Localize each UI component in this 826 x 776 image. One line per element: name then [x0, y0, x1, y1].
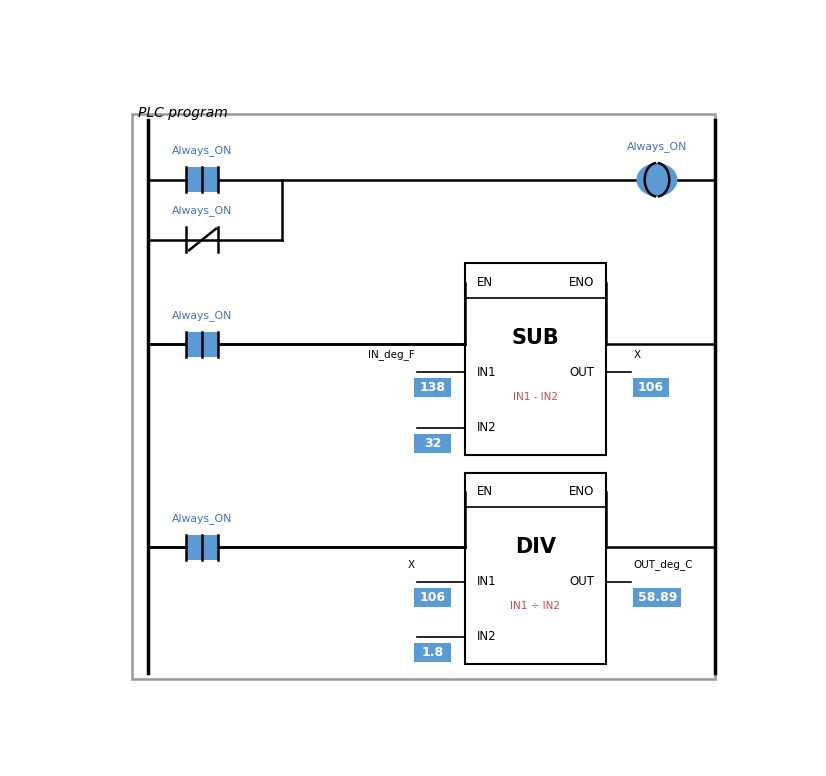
- FancyBboxPatch shape: [187, 331, 218, 357]
- Text: 106: 106: [638, 382, 664, 394]
- Text: 32: 32: [425, 437, 442, 450]
- Text: 58.89: 58.89: [638, 591, 677, 604]
- Text: OUT: OUT: [569, 575, 594, 588]
- Text: OUT: OUT: [569, 366, 594, 379]
- Text: IN1: IN1: [477, 366, 496, 379]
- Text: ENO: ENO: [569, 485, 594, 498]
- Text: 1.8: 1.8: [422, 646, 444, 659]
- Text: Always_ON: Always_ON: [627, 141, 687, 152]
- Text: IN1: IN1: [477, 575, 496, 588]
- FancyBboxPatch shape: [132, 114, 714, 679]
- Text: SUB: SUB: [511, 328, 559, 348]
- Text: IN2: IN2: [477, 630, 496, 643]
- Text: OUT_deg_C: OUT_deg_C: [634, 559, 693, 570]
- Text: IN1 - IN2: IN1 - IN2: [513, 392, 558, 402]
- FancyBboxPatch shape: [187, 167, 218, 192]
- FancyBboxPatch shape: [465, 473, 605, 663]
- Text: 138: 138: [420, 382, 446, 394]
- FancyBboxPatch shape: [187, 535, 218, 559]
- Text: EN: EN: [477, 485, 492, 498]
- Text: 106: 106: [420, 591, 446, 604]
- Text: IN_deg_F: IN_deg_F: [368, 349, 415, 360]
- Text: Always_ON: Always_ON: [173, 206, 233, 217]
- FancyBboxPatch shape: [634, 379, 668, 397]
- FancyBboxPatch shape: [415, 434, 452, 453]
- Text: ENO: ENO: [569, 276, 594, 289]
- Text: DIV: DIV: [515, 537, 556, 557]
- Text: X: X: [634, 351, 640, 360]
- FancyBboxPatch shape: [415, 379, 452, 397]
- Text: EN: EN: [477, 276, 492, 289]
- FancyBboxPatch shape: [634, 587, 681, 607]
- Text: IN1 ÷ IN2: IN1 ÷ IN2: [510, 601, 560, 611]
- Text: Always_ON: Always_ON: [173, 310, 233, 320]
- Text: Always_ON: Always_ON: [173, 513, 233, 524]
- FancyBboxPatch shape: [415, 587, 452, 607]
- FancyBboxPatch shape: [465, 263, 605, 455]
- Text: Always_ON: Always_ON: [173, 146, 233, 157]
- Text: X: X: [408, 559, 415, 570]
- Ellipse shape: [637, 163, 677, 196]
- FancyBboxPatch shape: [415, 643, 452, 662]
- Text: IN2: IN2: [477, 421, 496, 435]
- Text: PLC program: PLC program: [139, 106, 228, 120]
